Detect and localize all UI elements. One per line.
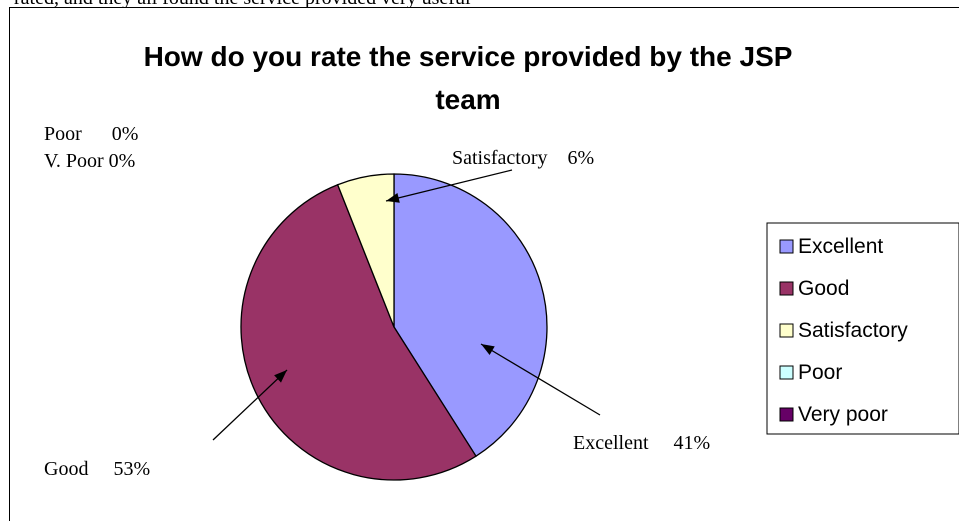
pie-slice-excellent	[393, 173, 548, 458]
chart-frame	[9, 7, 959, 521]
callout-arrow-good	[212, 369, 288, 441]
callout-label-excellent: Excellent 41%	[573, 432, 710, 454]
legend-item-poor: Poor	[779, 361, 842, 384]
chart-title-line-2: team	[435, 84, 500, 115]
legend-swatch-excellent	[779, 239, 794, 254]
callout-label-good: Good 53%	[44, 458, 150, 480]
legend-item-good: Good	[779, 277, 849, 300]
callout-label-poor: Poor 0%	[44, 123, 138, 145]
legend-item-satisfactory: Satisfactory	[779, 319, 908, 342]
callout-arrow-excellent	[480, 343, 601, 416]
document-text-above-chart: rated, and they all found the service pr…	[0, 0, 959, 8]
callout-label-very-poor: V. Poor 0%	[44, 150, 135, 172]
legend-item-excellent: Excellent	[779, 235, 883, 258]
legend-label-excellent: Excellent	[798, 235, 883, 258]
legend-label-good: Good	[798, 277, 849, 300]
legend-swatch-very-poor	[779, 407, 794, 422]
chart-legend: Excellent Good Satisfactory Poor Very poor	[766, 222, 959, 435]
pie-slices	[240, 173, 548, 481]
legend-label-poor: Poor	[798, 361, 842, 384]
legend-label-satisfactory: Satisfactory	[798, 319, 908, 342]
legend-label-very-poor: Very poor	[798, 403, 888, 426]
document-text-line: rated, and they all found the service pr…	[14, 0, 471, 8]
pie-slice-good	[240, 183, 477, 481]
callout-arrow-satisfactory	[385, 169, 513, 203]
legend-swatch-poor	[779, 365, 794, 380]
legend-box	[766, 222, 959, 435]
pie-slice-satisfactory	[336, 173, 395, 328]
legend-swatch-satisfactory	[779, 323, 794, 338]
callout-leader-lines	[212, 169, 601, 441]
legend-item-very-poor: Very poor	[779, 403, 888, 426]
legend-swatch-good	[779, 281, 794, 296]
chart-title-line-1: How do you rate the service provided by …	[144, 41, 793, 72]
callout-label-satisfactory: Satisfactory 6%	[452, 147, 594, 169]
